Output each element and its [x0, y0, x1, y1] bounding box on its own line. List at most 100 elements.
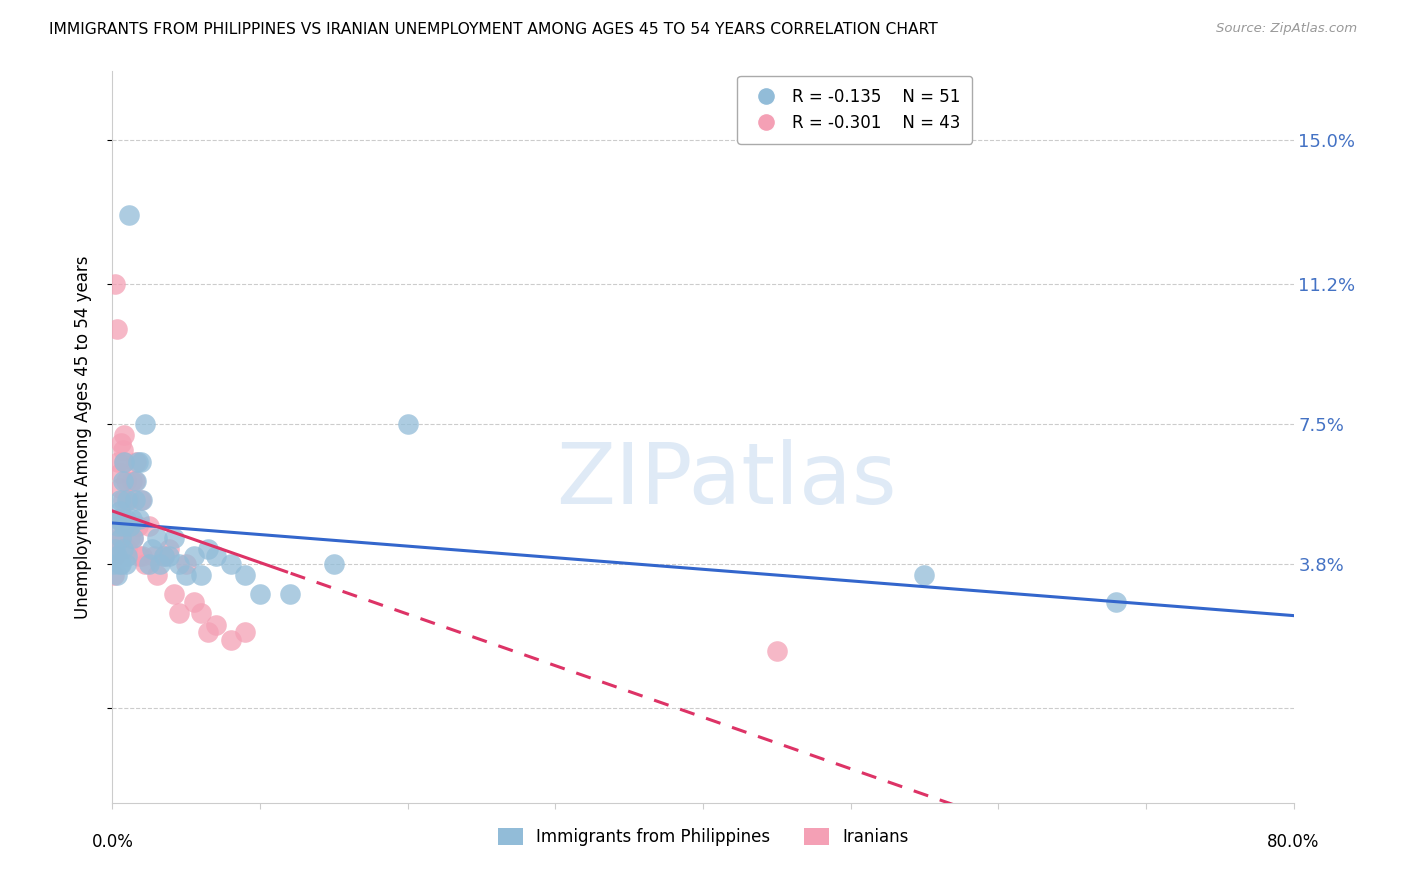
Point	[190, 568, 212, 582]
Point	[249, 587, 271, 601]
Point	[103, 557, 125, 571]
Point	[105, 322, 128, 336]
Point	[125, 474, 148, 488]
Point	[112, 519, 135, 533]
Point	[129, 492, 152, 507]
Point	[183, 549, 205, 564]
Point	[107, 531, 129, 545]
Text: 80.0%: 80.0%	[1267, 833, 1320, 851]
Point	[105, 568, 128, 582]
Point	[105, 511, 128, 525]
Point	[117, 492, 138, 507]
Point	[138, 557, 160, 571]
Point	[167, 557, 190, 571]
Point	[117, 549, 138, 564]
Point	[127, 519, 149, 533]
Point	[146, 531, 169, 545]
Point	[112, 455, 135, 469]
Point	[111, 492, 134, 507]
Point	[205, 549, 228, 564]
Point	[163, 587, 186, 601]
Point	[174, 568, 197, 582]
Point	[190, 607, 212, 621]
Point	[104, 549, 127, 564]
Point	[197, 625, 219, 640]
Point	[110, 435, 132, 450]
Point	[197, 541, 219, 556]
Point	[110, 557, 132, 571]
Point	[114, 474, 136, 488]
Point	[104, 541, 127, 556]
Point	[108, 466, 131, 480]
Point	[125, 455, 148, 469]
Point	[128, 549, 150, 564]
Point	[108, 492, 131, 507]
Point	[174, 557, 197, 571]
Point	[105, 549, 128, 564]
Text: Source: ZipAtlas.com: Source: ZipAtlas.com	[1216, 22, 1357, 36]
Point	[114, 511, 136, 525]
Point	[112, 455, 135, 469]
Point	[120, 531, 142, 545]
Point	[107, 519, 129, 533]
Point	[141, 541, 163, 556]
Point	[117, 541, 138, 556]
Point	[134, 417, 156, 431]
Point	[121, 511, 143, 525]
Point	[183, 595, 205, 609]
Point	[167, 607, 190, 621]
Point	[149, 557, 172, 571]
Text: 0.0%: 0.0%	[91, 833, 134, 851]
Point	[219, 632, 242, 647]
Point	[103, 568, 125, 582]
Point	[219, 557, 242, 571]
Point	[1105, 595, 1128, 609]
Point	[157, 541, 180, 556]
Point	[153, 549, 176, 564]
Point	[107, 511, 129, 525]
Point	[114, 557, 136, 571]
Point	[108, 504, 131, 518]
Point	[122, 531, 145, 545]
Point	[110, 531, 132, 545]
Point	[122, 531, 145, 545]
Point	[142, 549, 165, 564]
Point	[110, 531, 132, 545]
Point	[396, 417, 419, 431]
Legend: Immigrants from Philippines, Iranians: Immigrants from Philippines, Iranians	[491, 822, 915, 853]
Point	[124, 492, 146, 507]
Point	[766, 644, 789, 658]
Y-axis label: Unemployment Among Ages 45 to 54 years: Unemployment Among Ages 45 to 54 years	[73, 255, 91, 619]
Point	[323, 557, 346, 571]
Point	[111, 443, 134, 458]
Point	[153, 549, 176, 564]
Point	[131, 492, 153, 507]
Point	[131, 549, 153, 564]
Point	[112, 428, 135, 442]
Point	[118, 492, 141, 507]
Point	[233, 568, 256, 582]
Point	[128, 511, 150, 525]
Point	[111, 474, 134, 488]
Text: ZIPatlas: ZIPatlas	[557, 440, 897, 523]
Point	[121, 474, 143, 488]
Point	[111, 541, 134, 556]
Point	[129, 455, 152, 469]
Point	[127, 455, 149, 469]
Point	[914, 568, 936, 582]
Point	[157, 549, 180, 564]
Point	[108, 557, 131, 571]
Point	[233, 625, 256, 640]
Point	[146, 568, 169, 582]
Point	[118, 208, 141, 222]
Point	[104, 277, 127, 291]
Point	[205, 617, 228, 632]
Point	[134, 557, 156, 571]
Point	[108, 481, 131, 495]
Point	[278, 587, 301, 601]
Point	[138, 519, 160, 533]
Point	[124, 474, 146, 488]
Point	[107, 455, 129, 469]
Point	[120, 519, 142, 533]
Point	[163, 531, 186, 545]
